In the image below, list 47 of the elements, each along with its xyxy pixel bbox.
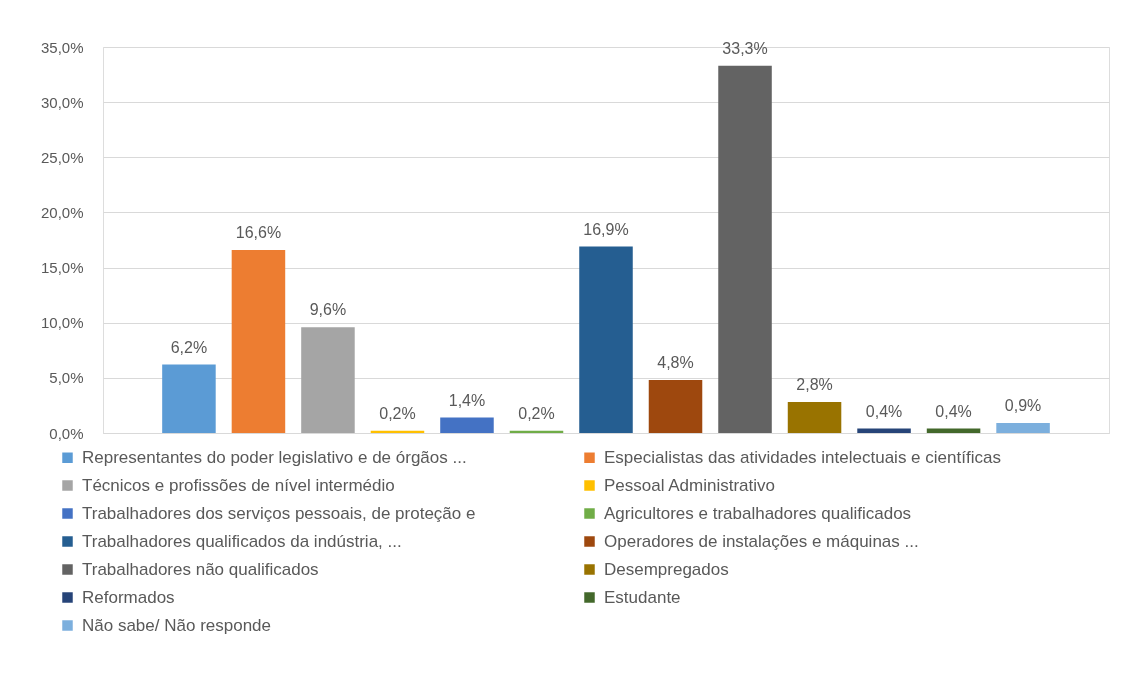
data-label: 0,2% [379,404,416,422]
bar [648,380,703,433]
data-label: 0,4% [935,402,972,420]
bar [579,246,633,433]
bar [162,364,216,433]
y-tick-label: 0,0% [49,424,84,442]
legend-label: Estudante [604,587,681,607]
legend-label: Operadores de instalações e máquinas ... [604,531,919,551]
y-tick-label: 20,0% [40,203,84,221]
bar [996,423,1050,433]
legend-label: Representantes do poder legislativo e de órgãos ... [82,447,467,467]
bar [787,402,842,433]
data-label: 16,9% [583,220,629,238]
data-label: 2,8% [796,376,833,394]
legend-label: Especialistas das atividades intelectuais e científicas [604,447,1001,467]
data-label: 0,4% [865,402,903,420]
y-tick-label: 30,0% [40,93,84,111]
bar [231,249,286,433]
data-label: 16,6% [235,223,282,241]
y-tick-label: 10,0% [40,314,84,332]
legend-label: Agricultores e trabalhadores qualificados [604,503,912,523]
legend-label: Técnicos e profissões de nível intermédio [82,475,395,495]
data-label: 0,2% [518,404,555,422]
legend-label: Não sabe/ Não responde [82,615,272,635]
y-tick-label: 15,0% [40,259,84,277]
legend-label: Reformados [82,587,175,607]
y-tick-label: 5,0% [49,369,84,387]
legend-label: Pessoal Administrativo [604,475,776,495]
bar [509,430,564,433]
bar [440,417,494,433]
data-label: 9,6% [309,301,347,319]
data-label: 1,4% [448,391,486,409]
legend-label: Trabalhadores não qualificados [82,559,319,579]
bar [301,327,355,433]
bar [857,428,911,433]
y-tick-label: 25,0% [40,148,84,166]
legend-label: Trabalhadores qualificados da indústria, ... [82,531,402,551]
data-label: 4,8% [657,354,694,372]
y-tick-label: 35,0% [40,38,84,56]
bar [718,65,772,433]
legend-label: Desempregados [604,559,729,579]
data-label: 33,3% [722,39,768,57]
legend-label: Trabalhadores dos serviços pessoais, de proteção e [82,503,476,523]
data-label: 6,2% [170,338,208,356]
bar [370,430,425,433]
bar [926,428,981,433]
data-label: 0,9% [1004,397,1042,415]
